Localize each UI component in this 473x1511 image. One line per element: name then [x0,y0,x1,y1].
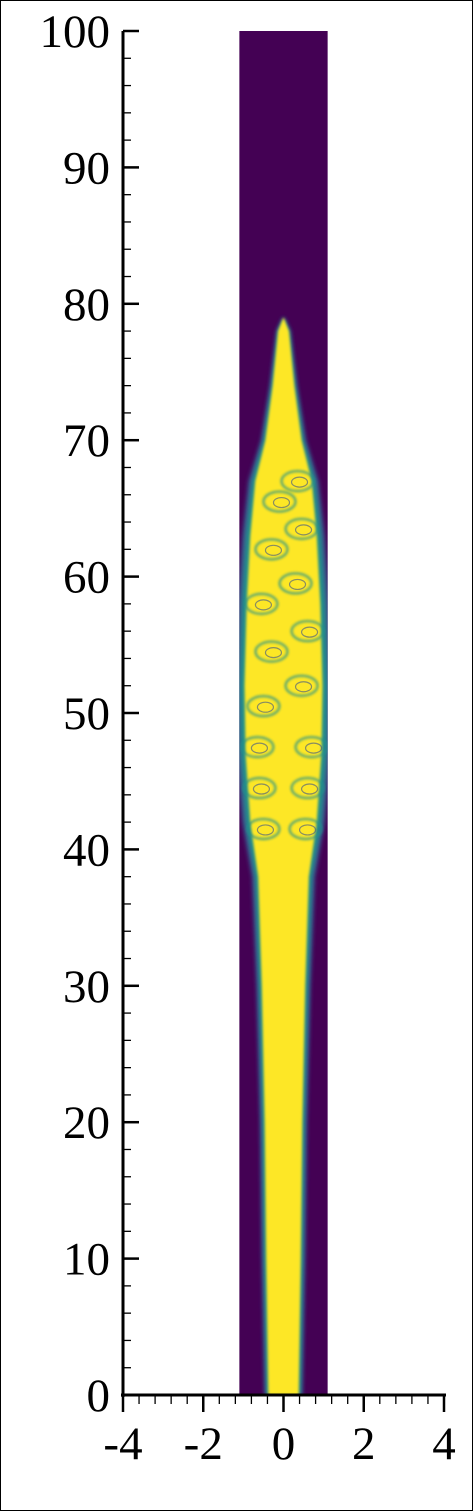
vortex-ring [244,592,279,615]
y-tick-label: 100 [40,6,111,58]
vortex-ring [294,736,328,759]
vortex-ring [242,777,277,800]
vortex-core [304,742,323,754]
y-tick-label: 0 [87,1370,111,1422]
vortex-ring [262,490,297,513]
y-tick-label: 40 [63,824,110,876]
vortex-core [290,476,309,488]
y-tick-label: 30 [63,961,110,1013]
vortex-ring [254,538,289,561]
vortex-ring [290,620,325,643]
vortex-core [298,824,317,836]
y-tick-label: 70 [63,415,110,467]
vortex-ring [246,695,281,718]
vortex-core [264,544,283,556]
vortex-ring [240,736,275,759]
vortex-ring [284,674,319,697]
vortex-core [294,681,313,693]
jet-field [239,317,328,1395]
vortex-core [300,626,319,638]
vortex-core [264,647,283,659]
vortex-core [256,824,275,836]
vortex-ring [290,777,325,800]
vortex-core [252,783,271,795]
vortex-ring [280,470,315,493]
vortex-ring [288,817,323,840]
x-tick-label: 0 [272,1418,296,1470]
vortex-ring [254,640,289,663]
y-tick-label: 10 [63,1234,110,1286]
vortex-core [294,524,313,536]
y-tick-label: 90 [63,142,110,194]
vortex-core [256,701,275,713]
vortex-ring [278,572,313,595]
vortex-ring [284,517,319,540]
y-tick-label: 60 [63,552,110,604]
x-tick-label: 4 [432,1418,456,1470]
vortex-core [300,783,319,795]
vortex-core [250,742,269,754]
y-tick-label: 20 [63,1097,110,1149]
vortex-core [288,578,307,591]
x-tick-label: -4 [103,1418,142,1470]
vortex-ring [246,817,281,840]
x-tick-label: -2 [184,1418,223,1470]
y-tick-label: 50 [63,688,110,740]
vortex-core [272,496,291,509]
y-tick-label: 80 [63,279,110,331]
jet-core [244,317,323,1395]
x-tick-label: 2 [352,1418,376,1470]
vortex-core [254,599,273,611]
